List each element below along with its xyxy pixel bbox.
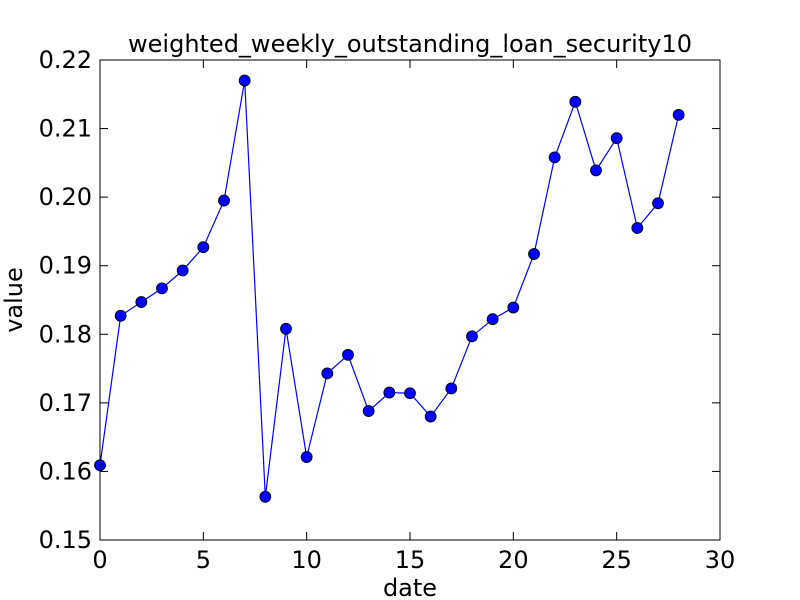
chart-title: weighted_weekly_outstanding_loan_securit… xyxy=(128,30,692,58)
x-axis-ticks: 0 5 10 15 20 25 30 xyxy=(92,60,735,574)
data-point xyxy=(156,282,168,295)
data-point xyxy=(176,264,189,277)
data-point xyxy=(114,309,127,322)
x-tick-label: 5 xyxy=(196,546,211,574)
data-point xyxy=(486,313,499,326)
data-point xyxy=(280,322,292,335)
data-point xyxy=(300,451,313,463)
series-layer xyxy=(94,74,685,503)
data-point xyxy=(631,222,644,234)
data-point xyxy=(466,330,478,343)
data-point xyxy=(362,405,375,417)
y-axis-ticks: 0.15 0.16 0.17 0.18 0.19 0.20 0.21 0.22 xyxy=(39,46,720,554)
data-point xyxy=(197,241,210,254)
data-point xyxy=(569,95,582,108)
y-tick-label: 0.18 xyxy=(39,320,92,348)
y-tick-label: 0.21 xyxy=(39,115,92,143)
data-point xyxy=(445,382,458,395)
x-tick-label: 20 xyxy=(498,546,529,574)
data-point xyxy=(404,387,416,400)
data-point xyxy=(424,410,437,423)
data-point xyxy=(135,296,148,308)
y-tick-label: 0.16 xyxy=(39,457,92,485)
data-point xyxy=(528,248,540,260)
y-tick-label: 0.17 xyxy=(39,389,92,417)
x-tick-label: 25 xyxy=(601,546,632,574)
data-point xyxy=(238,74,251,87)
data-point xyxy=(590,164,602,177)
data-point xyxy=(383,386,396,399)
data-point xyxy=(610,132,623,145)
x-tick-label: 10 xyxy=(291,546,322,574)
data-point xyxy=(259,490,272,503)
y-tick-label: 0.19 xyxy=(39,252,92,280)
y-axis-title: value xyxy=(0,267,28,333)
x-tick-label: 15 xyxy=(395,546,426,574)
data-point xyxy=(321,367,334,380)
y-tick-label: 0.22 xyxy=(39,46,92,74)
x-axis-title: date xyxy=(383,574,437,600)
data-point xyxy=(652,197,664,210)
data-point xyxy=(342,348,354,361)
x-tick-label: 0 xyxy=(92,546,107,574)
y-tick-label: 0.15 xyxy=(39,526,92,554)
data-point xyxy=(672,108,685,121)
x-tick-label: 30 xyxy=(705,546,736,574)
data-point xyxy=(218,194,230,207)
y-tick-label: 0.20 xyxy=(39,183,92,211)
data-point xyxy=(507,301,520,314)
data-point xyxy=(548,151,561,164)
